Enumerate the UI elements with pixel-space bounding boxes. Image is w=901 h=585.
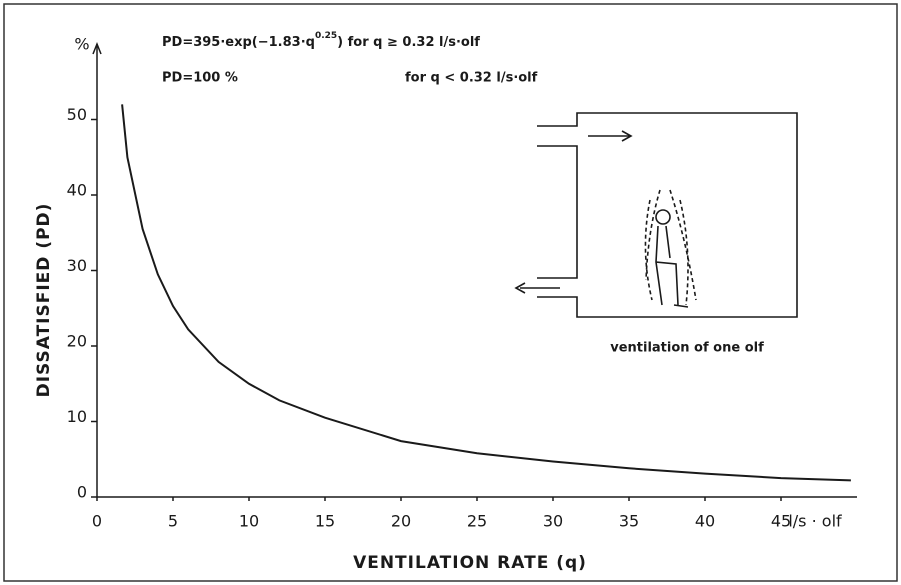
y-tick-label: 40 xyxy=(67,181,87,200)
chart: PD=395·exp(−1.83·q0.25) for q ≥ 0.32 l/s… xyxy=(0,0,901,585)
y-tick-label: 30 xyxy=(67,256,87,275)
x-tick-label: 25 xyxy=(467,512,487,531)
y-tick-label: 10 xyxy=(67,407,87,426)
x-axis-label: VENTILATION RATE (q) xyxy=(353,553,587,573)
formula-exponent: 0.25 xyxy=(315,31,337,41)
frame xyxy=(4,4,897,581)
y-axis-label: DISSATISFIED (PD) xyxy=(34,203,54,398)
x-tick-label: 20 xyxy=(391,512,411,531)
x-tick-label: 0 xyxy=(92,512,102,531)
x-tick-label: 35 xyxy=(619,512,639,531)
x-tick-label: 15 xyxy=(315,512,335,531)
diagram-caption: ventilation of one olf xyxy=(610,341,764,356)
x-tick-label: 40 xyxy=(695,512,715,531)
condition-low: for q < 0.32 l/s·olf xyxy=(405,71,538,86)
y-unit: % xyxy=(74,35,89,54)
formula-low: PD=100 % xyxy=(162,71,238,86)
x-tick-label: 5 xyxy=(168,512,178,531)
formula-close: ) for q ≥ 0.32 l/s·olf xyxy=(337,35,480,50)
y-tick-label: 20 xyxy=(67,332,87,351)
x-tick-label: 45 xyxy=(771,512,791,531)
x-tick-label: 10 xyxy=(239,512,259,531)
x-tick-label: 30 xyxy=(543,512,563,531)
x-unit: l/s · olf xyxy=(788,512,842,531)
y-tick-label: 0 xyxy=(77,483,87,502)
y-tick-label: 50 xyxy=(67,105,87,124)
formula-main: PD=395·exp(−1.83·q xyxy=(162,35,315,50)
